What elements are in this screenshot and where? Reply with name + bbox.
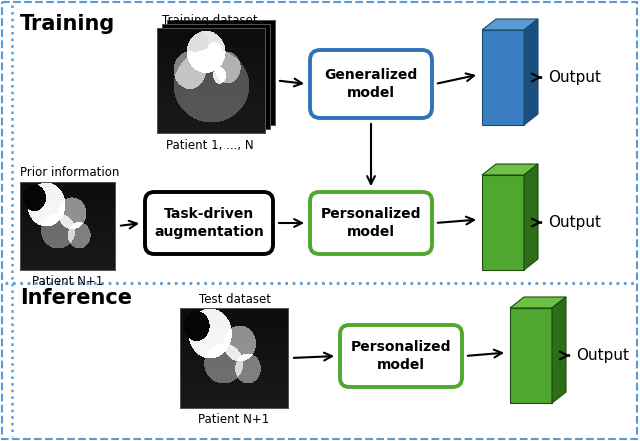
Text: Patient N+1: Patient N+1 xyxy=(32,275,103,288)
Polygon shape xyxy=(510,308,552,403)
Polygon shape xyxy=(552,297,566,403)
Text: Training: Training xyxy=(20,14,115,34)
Text: Training dataset: Training dataset xyxy=(162,14,258,27)
Polygon shape xyxy=(524,164,538,270)
Bar xyxy=(157,28,265,133)
Text: Patient 1, ..., N: Patient 1, ..., N xyxy=(166,139,254,152)
Text: Test dataset: Test dataset xyxy=(199,293,271,306)
Polygon shape xyxy=(524,19,538,125)
Bar xyxy=(20,182,115,270)
FancyBboxPatch shape xyxy=(310,50,432,118)
Text: Output: Output xyxy=(576,348,629,363)
Text: Task-driven
augmentation: Task-driven augmentation xyxy=(154,207,264,239)
Polygon shape xyxy=(482,175,524,270)
Text: Personalized
model: Personalized model xyxy=(321,207,421,239)
Text: Personalized
model: Personalized model xyxy=(351,340,451,372)
FancyBboxPatch shape xyxy=(145,192,273,254)
Text: Patient N+1: Patient N+1 xyxy=(198,413,269,426)
Text: Generalized
model: Generalized model xyxy=(324,68,418,100)
Bar xyxy=(162,24,270,129)
Bar xyxy=(180,308,288,408)
Polygon shape xyxy=(482,19,538,30)
Text: Inference: Inference xyxy=(20,288,132,308)
Polygon shape xyxy=(482,164,538,175)
Polygon shape xyxy=(510,297,566,308)
FancyBboxPatch shape xyxy=(310,192,432,254)
Text: Output: Output xyxy=(548,70,601,85)
Text: Output: Output xyxy=(548,215,601,230)
Text: Prior information: Prior information xyxy=(20,166,120,179)
Bar xyxy=(20,182,115,270)
Bar xyxy=(167,20,275,125)
Bar xyxy=(180,308,288,408)
Bar xyxy=(157,28,265,133)
Polygon shape xyxy=(482,30,524,125)
FancyBboxPatch shape xyxy=(340,325,462,387)
